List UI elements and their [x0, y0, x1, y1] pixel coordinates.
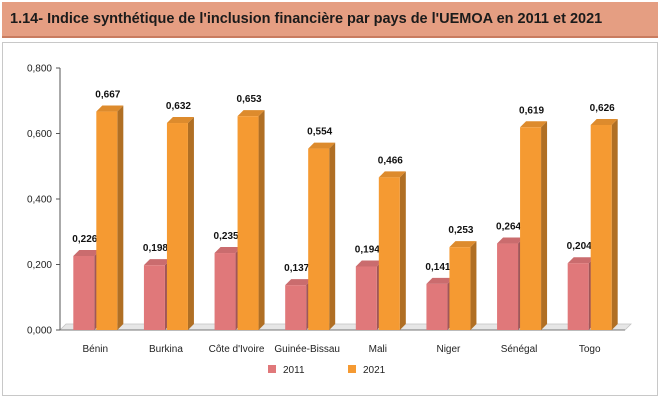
bar-top-2021	[449, 241, 477, 248]
bar-2011	[567, 263, 589, 330]
bar-side-2021	[470, 241, 477, 330]
bar-top-2011	[285, 279, 313, 286]
bar-side-2021	[187, 117, 194, 331]
x-tick-label: Niger	[436, 344, 461, 355]
data-label-2021: 0,253	[448, 225, 473, 236]
y-tick-label: 0,000	[27, 326, 52, 337]
x-tick-label: Guinée-Bissau	[274, 344, 340, 355]
data-label-2011: 0,226	[72, 234, 97, 245]
bar-side-2021	[329, 142, 336, 330]
data-label-2011: 0,198	[143, 243, 168, 254]
chart-title-bar: 1.14- Indice synthétique de l'inclusion …	[2, 2, 658, 38]
bar-side-2021	[541, 121, 548, 330]
bar-2021	[237, 116, 259, 330]
bar-2011	[214, 253, 236, 330]
legend-swatch-2021	[348, 365, 356, 373]
y-tick-label: 0,800	[27, 64, 52, 75]
x-tick-label: Sénégal	[501, 344, 538, 355]
bar-2011	[285, 285, 307, 330]
y-tick-label: 0,600	[27, 129, 52, 140]
bar-side-2021	[399, 171, 406, 330]
bar-side-2021	[258, 110, 265, 330]
bar-top-2021	[96, 105, 124, 112]
bar-2021	[308, 148, 330, 330]
bar-top-2021	[590, 118, 618, 125]
data-label-2021: 0,667	[95, 90, 120, 101]
data-label-2011: 0,235	[214, 231, 239, 242]
bar-2011	[73, 255, 95, 330]
x-tick-label: Burkina	[149, 344, 183, 355]
x-tick-label: Mali	[369, 344, 387, 355]
data-label-2011: 0,194	[355, 244, 380, 255]
bar-2011	[497, 243, 519, 330]
x-tick-label: Bénin	[83, 344, 109, 355]
data-label-2021: 0,632	[166, 101, 191, 112]
data-label-2021: 0,554	[307, 127, 332, 138]
x-tick-label: Côte d'Ivoire	[209, 344, 265, 355]
bar-2011	[426, 283, 448, 330]
bar-top-2011	[355, 260, 383, 267]
bar-2021	[96, 111, 118, 331]
bar-top-2011	[426, 277, 454, 284]
bar-side-2021	[117, 105, 124, 331]
bar-2011	[355, 266, 377, 330]
data-label-2021: 0,626	[590, 103, 615, 114]
legend-label-2021: 2021	[363, 365, 386, 376]
data-label-2021: 0,619	[519, 105, 544, 116]
bar-2021	[590, 124, 612, 330]
bar-top-2011	[214, 247, 242, 254]
bar-top-2021	[308, 142, 336, 149]
bar-2021	[520, 127, 542, 330]
y-tick-label: 0,200	[27, 260, 52, 271]
bar-top-2011	[143, 259, 171, 266]
data-label-2021: 0,466	[378, 155, 403, 166]
legend-label-2011: 2011	[283, 365, 305, 376]
bar-2021	[378, 177, 400, 330]
bar-top-2011	[73, 249, 101, 256]
bar-side-2021	[611, 118, 618, 330]
bar-top-2021	[166, 117, 194, 124]
bar-top-2021	[237, 110, 265, 117]
bar-2021	[166, 123, 188, 331]
legend-swatch-2011	[268, 365, 276, 373]
y-tick-label: 0,400	[27, 195, 52, 206]
bar-2021	[449, 247, 471, 330]
data-label-2011: 0,141	[425, 262, 450, 273]
bar-top-2021	[378, 171, 406, 178]
bar-2011	[143, 265, 165, 330]
data-label-2011: 0,137	[284, 263, 309, 274]
data-label-2021: 0,653	[237, 94, 262, 105]
chart-title: 1.14- Indice synthétique de l'inclusion …	[10, 11, 603, 27]
bar-top-2011	[567, 257, 595, 264]
data-label-2011: 0,204	[567, 241, 592, 252]
bar-top-2011	[497, 237, 525, 244]
bar-top-2021	[520, 121, 548, 128]
data-label-2011: 0,264	[496, 222, 521, 233]
x-tick-label: Togo	[579, 344, 601, 355]
